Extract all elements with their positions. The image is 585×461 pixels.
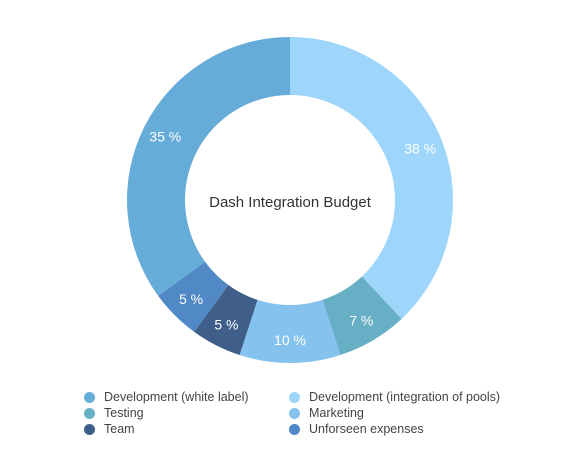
legend-item-5: Unforseen expenses <box>289 421 544 437</box>
slice-label-0: 38 % <box>404 140 436 156</box>
legend-label: Unforseen expenses <box>309 422 424 436</box>
legend-item-1: Development (integration of pools) <box>289 389 544 405</box>
donut-slice-0 <box>290 37 453 319</box>
donut-slice-1 <box>322 276 402 356</box>
legend-item-3: Marketing <box>289 405 544 421</box>
slice-label-5: 35 % <box>149 128 181 144</box>
donut-chart: 38 % 7 % 10 % 5 % 5 % 35 % Dash Integration B… <box>127 37 453 363</box>
legend-item-0: Development (white label) <box>84 389 289 405</box>
donut-slice-4 <box>158 261 229 332</box>
slice-labels: 38 % 7 % 10 % 5 % 5 % 35 % <box>149 128 436 348</box>
donut-slice-3 <box>194 284 258 356</box>
legend-marker <box>289 407 300 419</box>
slice-label-1: 7 % <box>349 313 373 329</box>
legend-marker <box>289 423 300 435</box>
donut-slice-5 <box>127 37 291 296</box>
slice-label-3: 5 % <box>214 317 238 333</box>
slice-label-4: 5 % <box>179 291 203 307</box>
legend: Development (white label) Development (in… <box>84 389 544 437</box>
legend-label: Development (white label) <box>104 390 249 404</box>
chart-title: Dash Integration Budget <box>209 194 372 211</box>
legend-label: Team <box>104 422 135 436</box>
donut-slice-2 <box>239 299 341 363</box>
legend-marker <box>289 391 300 403</box>
legend-label: Marketing <box>309 406 364 420</box>
legend-item-4: Team <box>84 421 289 437</box>
donut-slices <box>127 37 453 363</box>
slice-label-2: 10 % <box>274 332 306 348</box>
legend-label: Development (integration of pools) <box>309 390 501 404</box>
legend-marker <box>84 407 95 419</box>
legend-marker <box>84 391 95 403</box>
legend-label: Testing <box>104 406 144 420</box>
legend-item-2: Testing <box>84 405 289 421</box>
legend-marker <box>84 423 95 435</box>
